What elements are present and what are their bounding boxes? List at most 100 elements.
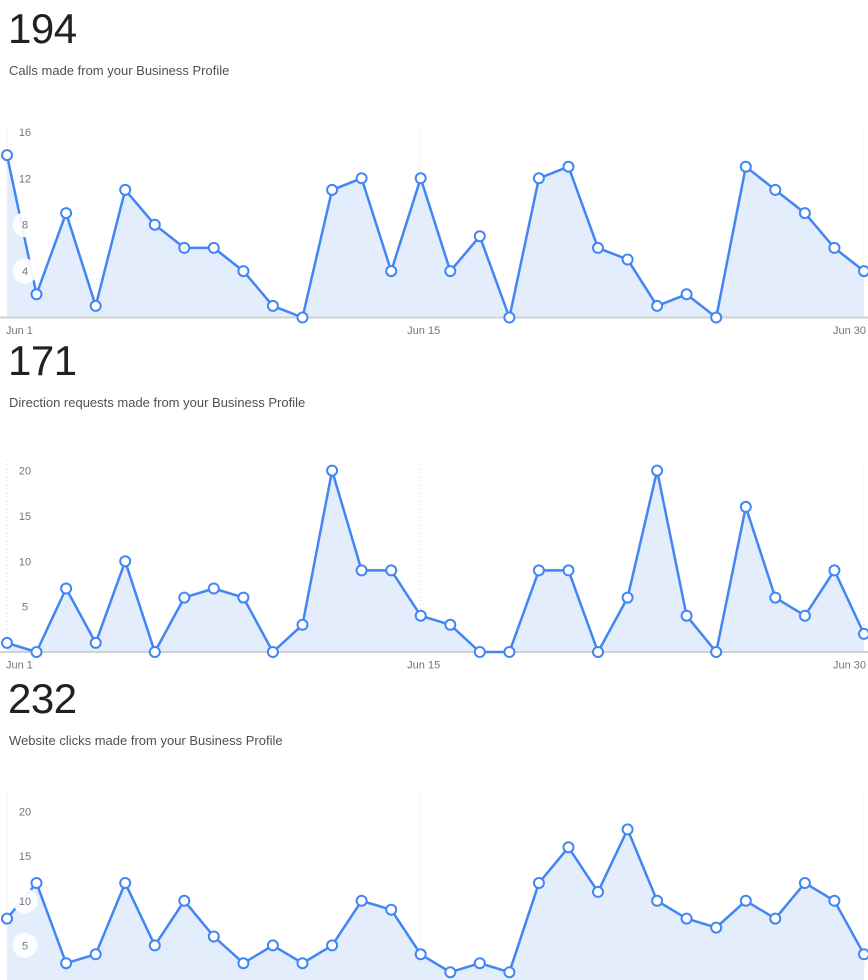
data-point[interactable] (119, 555, 132, 568)
data-point[interactable] (769, 183, 782, 196)
data-point[interactable] (60, 207, 73, 220)
data-point[interactable] (266, 939, 279, 952)
data-point[interactable] (148, 218, 161, 231)
data-point[interactable] (266, 299, 279, 312)
data-point[interactable] (828, 894, 841, 907)
data-point[interactable] (237, 265, 250, 278)
data-point[interactable] (385, 564, 398, 577)
data-point[interactable] (621, 591, 634, 604)
data-point[interactable] (326, 183, 339, 196)
data-point[interactable] (296, 311, 309, 324)
data-point[interactable] (414, 172, 427, 185)
data-point[interactable] (355, 894, 368, 907)
data-point[interactable] (326, 939, 339, 952)
data-point[interactable] (828, 241, 841, 254)
data-point[interactable] (444, 265, 457, 278)
data-point[interactable] (621, 823, 634, 836)
data-point[interactable] (592, 241, 604, 254)
data-point[interactable] (355, 172, 368, 185)
data-point[interactable] (296, 618, 309, 631)
data-point[interactable] (710, 646, 723, 658)
data-point[interactable] (473, 230, 486, 243)
data-point[interactable] (89, 948, 102, 961)
data-point[interactable] (60, 582, 73, 595)
data-point[interactable] (237, 957, 250, 970)
x-tick-label: Jun 30 (833, 325, 866, 337)
data-point[interactable] (148, 939, 161, 952)
data-point[interactable] (651, 894, 664, 907)
data-point[interactable] (562, 564, 575, 577)
data-point[interactable] (503, 311, 516, 324)
data-point[interactable] (798, 207, 811, 220)
data-point[interactable] (89, 299, 102, 312)
calls-chart[interactable]: 4 8 12 16 Jun 1 Jun 15 Jun 30 (0, 122, 868, 338)
data-point[interactable] (739, 500, 752, 513)
data-point[interactable] (30, 646, 43, 658)
direction-trend-svg: 5 10 15 20 Jun 1 Jun 15 Jun 30 (0, 460, 868, 672)
data-point[interactable] (326, 464, 339, 477)
data-point[interactable] (207, 241, 220, 254)
data-point[interactable] (1, 636, 13, 649)
data-point[interactable] (858, 948, 868, 961)
data-point[interactable] (562, 841, 575, 854)
data-point[interactable] (592, 885, 604, 898)
data-point[interactable] (503, 966, 516, 979)
data-point[interactable] (532, 877, 545, 889)
data-point[interactable] (60, 957, 73, 970)
data-point[interactable] (444, 618, 457, 631)
data-point[interactable] (651, 299, 664, 312)
data-point[interactable] (414, 948, 427, 961)
data-point[interactable] (680, 609, 693, 622)
data-point[interactable] (148, 646, 161, 658)
data-point[interactable] (710, 921, 723, 934)
data-point[interactable] (1, 912, 13, 925)
data-point[interactable] (237, 591, 250, 604)
data-point[interactable] (444, 966, 457, 979)
data-point[interactable] (207, 930, 220, 943)
data-point[interactable] (858, 265, 868, 278)
data-point[interactable] (266, 646, 279, 658)
data-point[interactable] (30, 877, 43, 889)
metric-section-direction-requests: 171 Direction requests made from your Bu… (8, 338, 305, 411)
data-point[interactable] (89, 636, 102, 649)
data-point[interactable] (680, 288, 693, 301)
data-point[interactable] (385, 903, 398, 916)
data-point[interactable] (1, 149, 13, 162)
x-tick-label: Jun 15 (407, 660, 440, 672)
data-point[interactable] (207, 582, 220, 595)
data-point[interactable] (119, 877, 132, 889)
data-point[interactable] (651, 464, 664, 477)
data-point[interactable] (473, 957, 486, 970)
data-point[interactable] (739, 160, 752, 173)
data-point[interactable] (503, 646, 516, 658)
data-point[interactable] (592, 646, 604, 658)
data-point[interactable] (178, 894, 191, 907)
data-point[interactable] (710, 311, 723, 324)
data-point[interactable] (562, 160, 575, 173)
data-point[interactable] (828, 564, 841, 577)
data-point[interactable] (385, 265, 398, 278)
data-point[interactable] (798, 877, 811, 889)
data-point[interactable] (414, 609, 427, 622)
data-point[interactable] (178, 241, 191, 254)
data-point[interactable] (532, 564, 545, 577)
website-clicks-chart[interactable]: 5 10 15 20 (0, 790, 868, 980)
data-point[interactable] (769, 591, 782, 604)
data-point[interactable] (119, 183, 132, 196)
data-point[interactable] (798, 609, 811, 622)
direction-requests-chart[interactable]: 5 10 15 20 Jun 1 Jun 15 Jun 30 (0, 456, 868, 672)
data-point[interactable] (532, 172, 545, 185)
data-point[interactable] (178, 591, 191, 604)
data-point[interactable] (30, 288, 43, 301)
data-point[interactable] (355, 564, 368, 577)
data-point[interactable] (296, 957, 309, 970)
y-tick-label: 8 (22, 220, 28, 232)
data-point[interactable] (680, 912, 693, 925)
data-point[interactable] (621, 253, 634, 266)
y-tick-label: 15 (19, 851, 31, 863)
y-tick-label: 20 (19, 807, 31, 819)
data-point[interactable] (858, 627, 868, 640)
data-point[interactable] (769, 912, 782, 925)
data-point[interactable] (473, 646, 486, 658)
data-point[interactable] (739, 894, 752, 907)
